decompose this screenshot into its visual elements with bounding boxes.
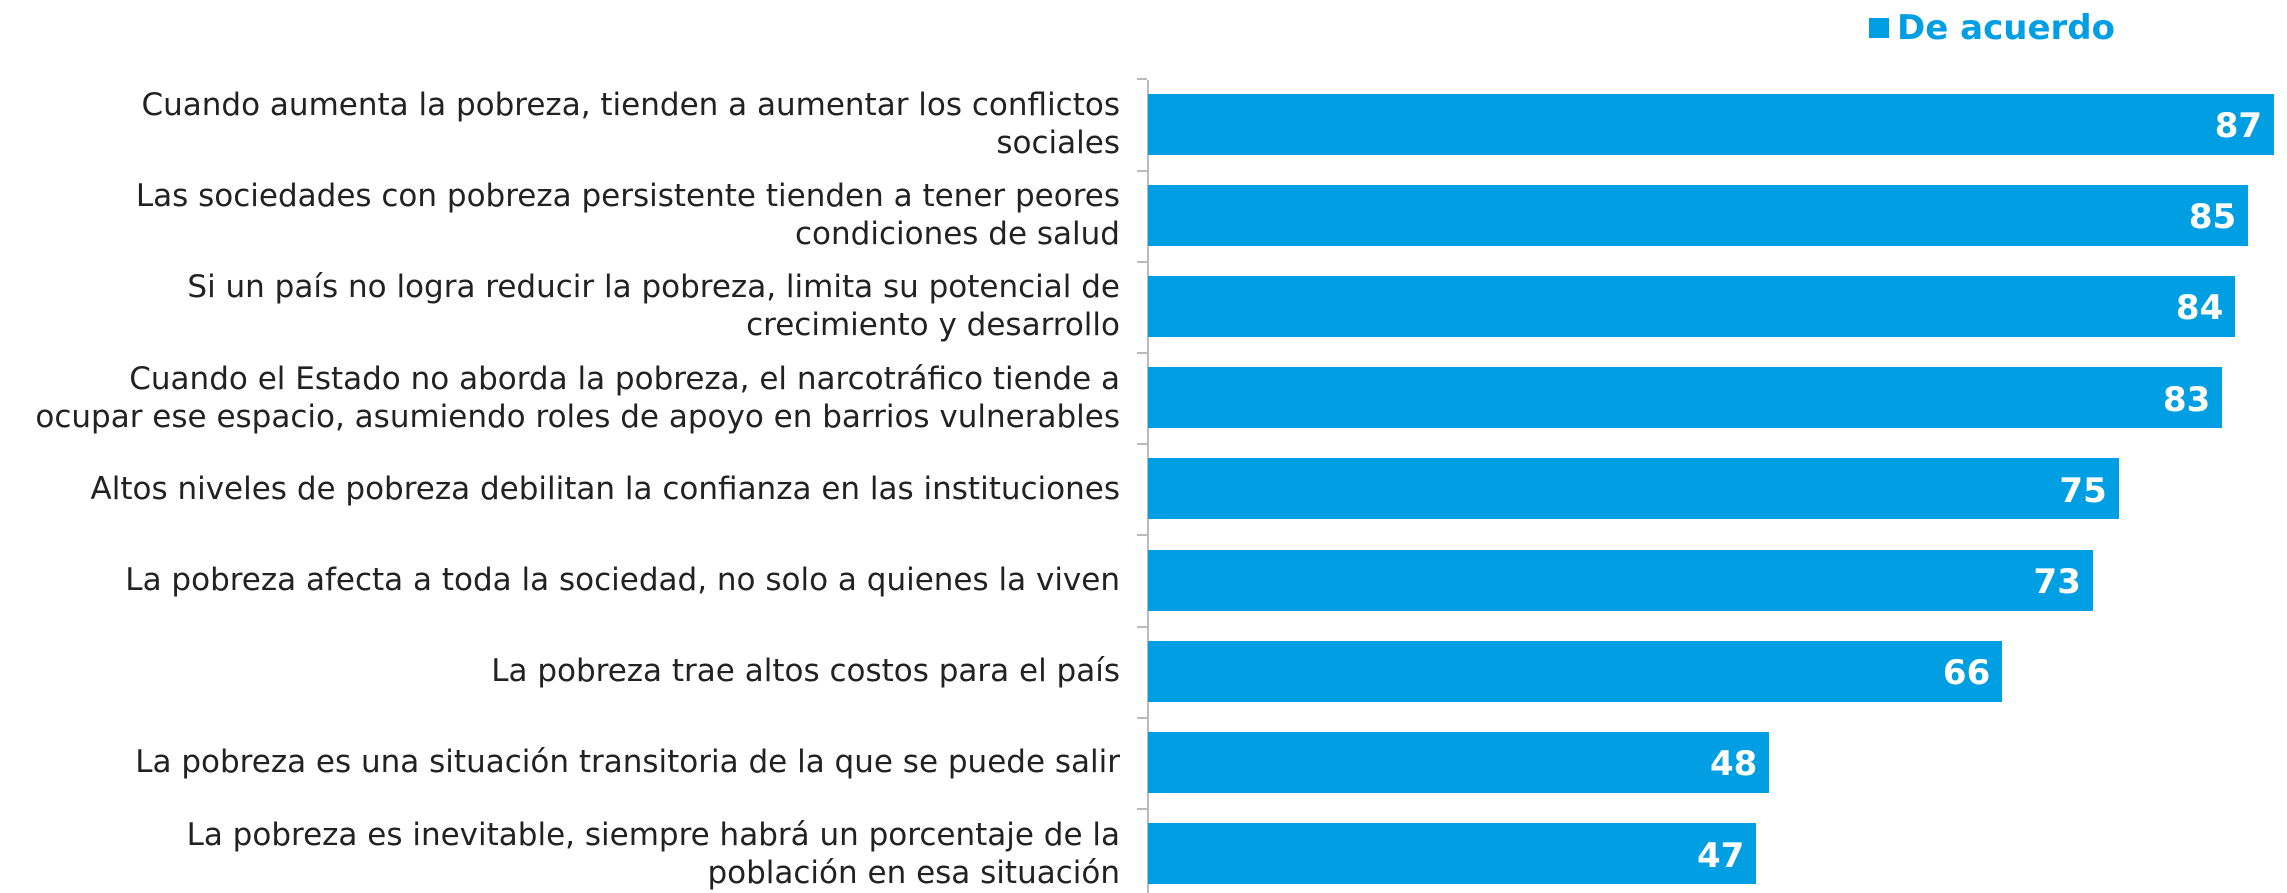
- category-separator: [1137, 352, 1147, 354]
- value-label: 84: [2175, 288, 2224, 329]
- bar: [1148, 275, 2236, 337]
- bar: [1148, 184, 2249, 246]
- category-separator: [1137, 260, 1147, 263]
- value-label: 83: [2162, 379, 2211, 420]
- category-separator: [1137, 808, 1147, 810]
- bar: [1148, 93, 2275, 155]
- category-separator: [1137, 716, 1147, 719]
- legend-swatch: [1869, 18, 1890, 38]
- category-separator: [1137, 625, 1147, 628]
- category-label: La pobreza trae altos costos para el paí…: [491, 653, 1120, 690]
- category-separator: [1137, 78, 1147, 81]
- category-label: Si un país no logra reducir la pobreza, …: [187, 269, 1120, 344]
- value-label: 47: [1697, 835, 1745, 876]
- value-label: 73: [2033, 562, 2081, 602]
- value-label: 85: [2188, 197, 2237, 238]
- value-label: 87: [2214, 106, 2263, 146]
- value-label: 66: [1942, 653, 1991, 694]
- legend-label: De acuerdo: [1897, 8, 2115, 48]
- bar: [1148, 549, 2093, 611]
- category-label: La pobreza es inevitable, siempre habrá …: [186, 816, 1120, 891]
- legend: De acuerdo: [1869, 8, 2115, 48]
- category-label: Cuando el Estado no aborda la pobreza, e…: [35, 360, 1120, 435]
- value-label: 48: [1709, 744, 1758, 785]
- bar: [1148, 367, 2223, 429]
- category-label: Altos niveles de pobreza debilitan la co…: [90, 470, 1121, 507]
- category-separator: [1137, 169, 1147, 172]
- bar: [1148, 640, 2003, 702]
- category-label: Las sociedades con pobreza persistente t…: [135, 178, 1120, 253]
- category-separator: [1137, 534, 1147, 537]
- bar: [1148, 731, 1770, 793]
- value-label: 75: [2059, 470, 2107, 511]
- bar: [1148, 458, 2119, 520]
- category-label: Cuando aumenta la pobreza, tienden a aum…: [141, 87, 1121, 161]
- bar: [1148, 823, 1757, 885]
- category-separator: [1137, 443, 1147, 446]
- category-label: La pobreza es una situación transitoria …: [135, 744, 1120, 781]
- category-label: La pobreza afecta a toda la sociedad, no…: [125, 562, 1120, 598]
